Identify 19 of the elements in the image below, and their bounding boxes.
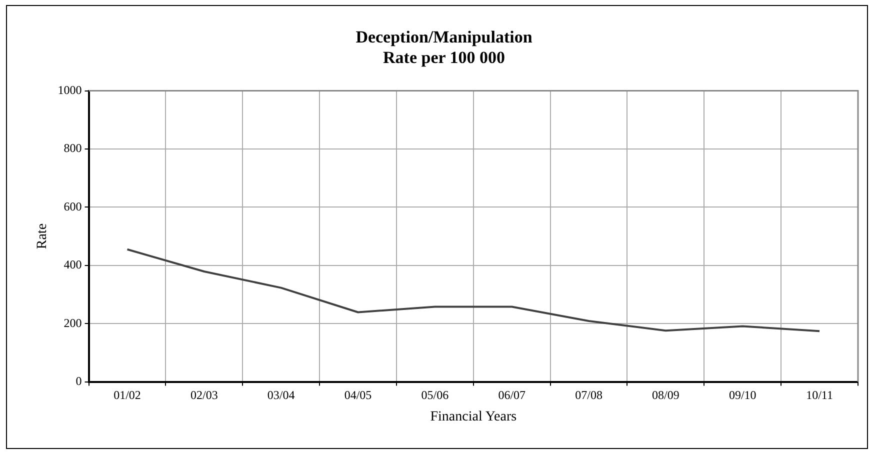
y-tick-label: 800	[64, 141, 82, 156]
x-tick-label: 07/08	[575, 388, 602, 402]
y-tick-label: 1000	[58, 82, 82, 97]
x-tick-label: 09/10	[728, 388, 756, 402]
x-tick-label: 03/04	[267, 388, 295, 402]
x-tick-label: 01/02	[114, 388, 141, 402]
x-tick-label: 04/05	[344, 388, 372, 402]
y-tick-label: 0	[76, 374, 82, 388]
x-tick-label: 02/03	[190, 388, 218, 402]
y-tick-label: 600	[64, 199, 82, 214]
y-tick-label: 400	[64, 258, 82, 272]
x-tick-label: 08/09	[652, 388, 680, 402]
x-tick-label: 05/06	[421, 388, 449, 402]
y-axis-title: Rate	[35, 223, 50, 250]
y-tick-label: 200	[64, 316, 82, 330]
x-axis-title: Financial Years	[430, 409, 517, 424]
x-tick-label: 06/07	[498, 388, 526, 402]
chart-title: Deception/Manipulation Rate per 100 000	[356, 28, 533, 67]
x-tick-label: 10/11	[806, 388, 833, 402]
